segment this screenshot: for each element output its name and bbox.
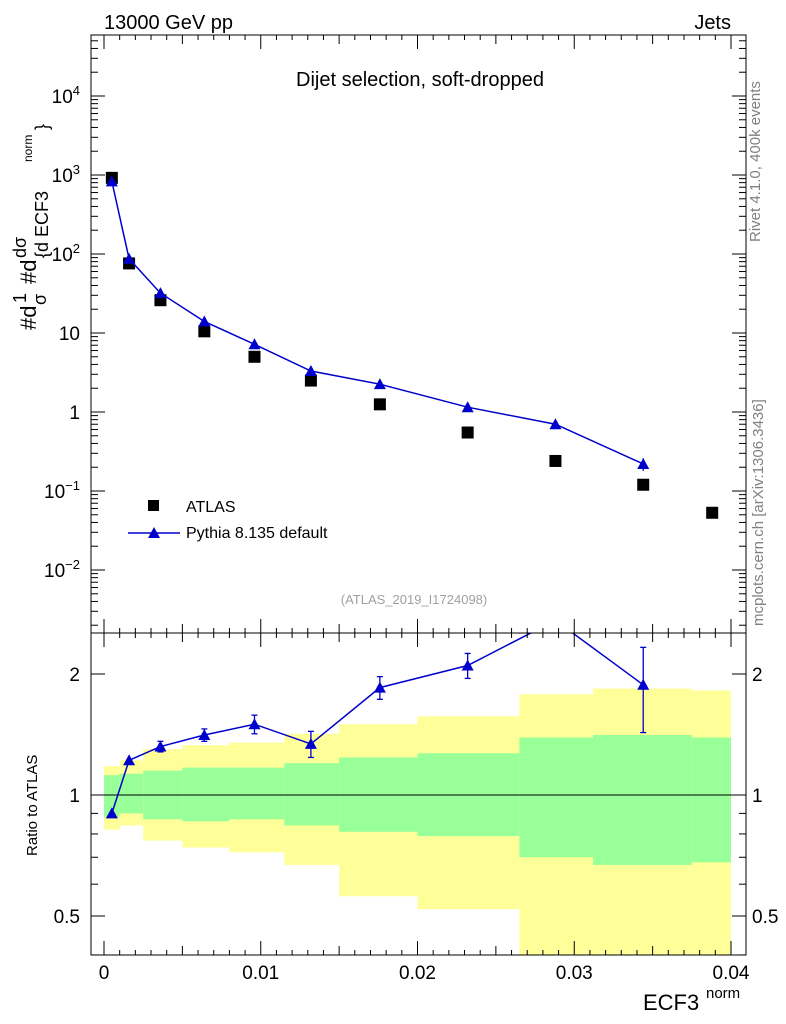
ylabel-part-a: #d: [16, 306, 41, 330]
green-band-4: [229, 767, 285, 820]
ratio-line: [111, 633, 644, 814]
legend: ATLAS Pythia 8.135 default: [128, 499, 328, 542]
atlas-point-4: [248, 350, 261, 363]
ylabel-part-e: dσ: [10, 237, 30, 258]
xtick-label-2: 0.02: [399, 963, 436, 984]
ytick-label-1: 10−1: [44, 478, 80, 503]
pythia-point-7: [461, 401, 474, 413]
atlas-point-8: [549, 454, 562, 467]
ylabel-part-g: norm: [21, 135, 35, 162]
legend-pythia-marker: [148, 527, 160, 538]
green-band-5: [284, 763, 340, 826]
green-band-0: [104, 775, 120, 818]
pythia-point-2: [154, 287, 167, 299]
ratio-point-8: [549, 614, 561, 625]
ratio-point-4: [248, 718, 261, 730]
pythia-point-4: [248, 338, 261, 350]
ylabel-part-b: 1: [10, 293, 30, 303]
ratio-ylabel: Ratio to ATLAS: [24, 755, 41, 856]
ratio-point-9: [637, 678, 650, 690]
atlas-point-7: [461, 426, 474, 439]
pythia-point-1: [123, 252, 136, 264]
atlas-point-3: [198, 325, 211, 338]
top-panel-marks: [105, 171, 719, 519]
atlas-point-9: [637, 478, 650, 491]
xtick-label-0: 0: [99, 963, 110, 984]
rtick-label-left-1: 1: [69, 786, 80, 807]
ytick-label-6: 104: [52, 83, 80, 108]
ratio-point-6: [373, 681, 386, 693]
green-band-3: [182, 767, 230, 822]
xlabel-sup: norm: [706, 985, 740, 1002]
top-ylabel: #d 1 σ #d dσ {d ECF3 norm }: [10, 124, 52, 330]
legend-atlas-label: ATLAS: [186, 499, 236, 516]
pythia-point-9: [637, 457, 650, 469]
pythia-point-0: [105, 175, 118, 187]
atlas-point-5: [304, 374, 317, 387]
legend-pythia-label: Pythia 8.135 default: [186, 525, 328, 542]
rtick-label-right-0: 0.5: [752, 907, 778, 928]
pythia-line: [111, 181, 644, 465]
xtick-label-1: 0.01: [242, 963, 279, 984]
atlas-point-10: [706, 506, 719, 519]
top-frame: [90, 34, 747, 634]
axes: 0 0.01 0.02 0.03 0.04 10−2 10−1 1 10 102 103 104 0.5…: [44, 34, 778, 984]
ytick-label-4: 102: [52, 241, 80, 266]
green-band-1: [119, 773, 144, 814]
xlabel: ECF3: [643, 990, 699, 1015]
rtick-label-right-1: 1: [752, 786, 763, 807]
ratio-point-5: [304, 737, 317, 749]
ratio-frame: [90, 632, 747, 956]
ylabel-part-c: σ: [30, 294, 50, 305]
ratio-bands: [104, 688, 731, 955]
plot-title: Dijet selection, soft-dropped: [296, 69, 544, 91]
header-left: 13000 GeV pp: [104, 12, 233, 34]
ytick-label-3: 10: [59, 324, 80, 345]
ytick-label-2: 1: [69, 403, 80, 424]
pythia-point-5: [304, 365, 317, 377]
ylabel-part-f: {d ECF3: [32, 191, 52, 258]
rivet-label: Rivet 4.1.0, 400k events: [747, 81, 764, 242]
rtick-label-left-0: 0.5: [54, 907, 80, 928]
ratio-point-3: [198, 729, 211, 741]
atlas-point-6: [373, 398, 386, 411]
green-band-8: [519, 737, 594, 858]
ylabel-part-h: }: [32, 124, 52, 130]
xtick-label-3: 0.03: [556, 963, 593, 984]
ratio-point-0: [105, 807, 118, 819]
rtick-label-right-2: 2: [752, 665, 763, 686]
header-right: Jets: [694, 12, 731, 34]
rtick-label-left-2: 2: [69, 665, 80, 686]
ratio-clipped: [105, 614, 650, 819]
green-band-9: [593, 735, 692, 865]
ratio-point-2: [154, 740, 167, 752]
green-band-10: [691, 737, 731, 863]
ratio-point-7: [461, 659, 474, 671]
ytick-label-0: 10−2: [44, 557, 80, 582]
mcplots-label: mcplots.cern.ch [arXiv:1306.3436]: [750, 399, 767, 626]
ratio-panel-marks: [91, 614, 746, 819]
pythia-point-6: [373, 378, 386, 390]
ylabel-part-d: #d: [16, 260, 41, 284]
legend-atlas-marker: [148, 500, 159, 511]
pythia-point-3: [198, 315, 211, 327]
analysis-id: (ATLAS_2019_I1724098): [341, 592, 487, 607]
ytick-label-5: 103: [52, 162, 80, 187]
xtick-label-4: 0.04: [713, 963, 750, 984]
pythia-point-8: [549, 418, 562, 430]
ratio-point-1: [123, 754, 136, 766]
